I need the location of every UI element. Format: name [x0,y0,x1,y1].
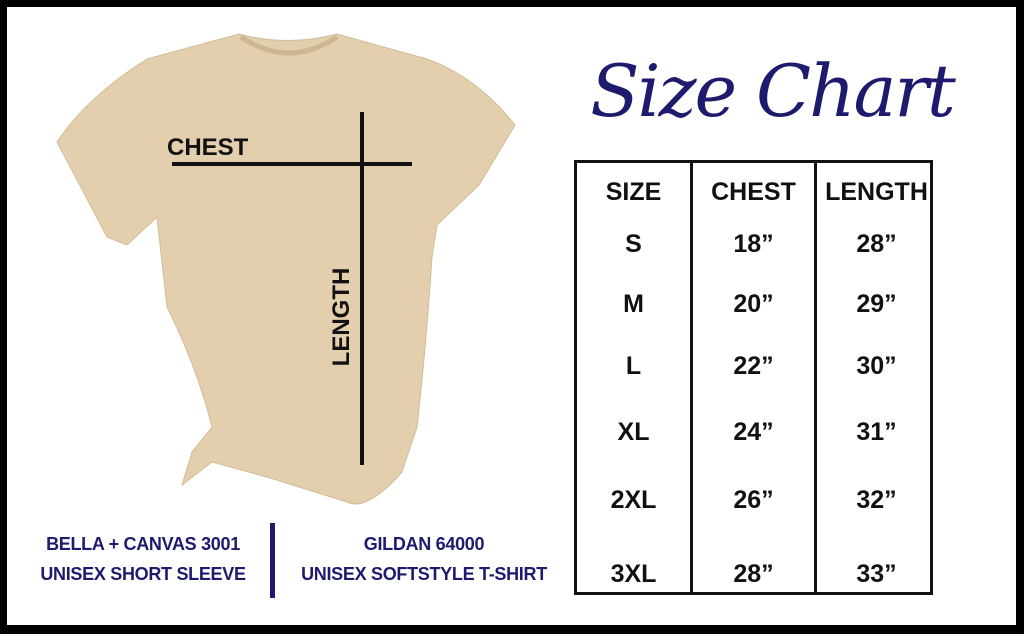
cell-length: 31” [856,418,897,446]
length-column: LENGTH 28” 29” 30” 31” 32” 33” [814,163,936,592]
length-label-text: LENGTH [328,267,355,367]
cell-length: 28” [856,230,897,258]
cell-length: 30” [856,352,897,380]
cell-chest: 28” [733,560,774,588]
header-length: LENGTH [825,178,928,206]
size-column: SIZE S M L XL 2XL 3XL [577,163,690,592]
size-table: SIZE S M L XL 2XL 3XL CHEST 18” 20” 22” … [574,160,933,595]
cell-size: 2XL [610,486,657,514]
header-chest: CHEST [711,178,796,206]
cell-size: XL [617,418,650,446]
brand-gildan: GILDAN 64000 UNISEX SOFTSTYLE T-SHIRT [281,529,567,589]
t-shirt-shape [56,33,516,505]
cell-chest: 22” [733,352,774,380]
cell-length: 29” [856,290,897,318]
brand-line: BELLA + CANVAS 3001 [46,534,240,554]
length-label: LENGTH [328,262,356,372]
cell-chest: 24” [733,418,774,446]
brand-line: UNISEX SOFTSTYLE T-SHIRT [301,564,547,584]
cell-chest: 26” [733,486,774,514]
cell-length: 32” [856,486,897,514]
brand-divider [270,523,275,598]
t-shirt-illustration [56,33,516,505]
brand-line: GILDAN 64000 [363,534,485,554]
brand-bella-canvas: BELLA + CANVAS 3001 UNISEX SHORT SLEEVE [21,529,265,589]
header-size: SIZE [605,178,662,206]
chest-column: CHEST 18” 20” 22” 24” 26” 28” [690,163,814,592]
cell-length: 33” [856,560,897,588]
cell-size: M [623,290,644,318]
page-title: Size Chart [590,49,956,133]
cell-size: S [625,230,642,258]
cell-size: 3XL [610,560,657,588]
brand-line: UNISEX SHORT SLEEVE [40,564,246,584]
chest-label-text: CHEST [167,134,249,161]
t-shirt-collar [239,34,339,56]
size-chart-card: CHEST LENGTH Size Chart SIZE S M L XL 2X… [7,7,1016,625]
cell-chest: 18” [733,230,774,258]
chest-label: CHEST [167,134,267,162]
cell-chest: 20” [733,290,774,318]
cell-size: L [625,352,642,380]
